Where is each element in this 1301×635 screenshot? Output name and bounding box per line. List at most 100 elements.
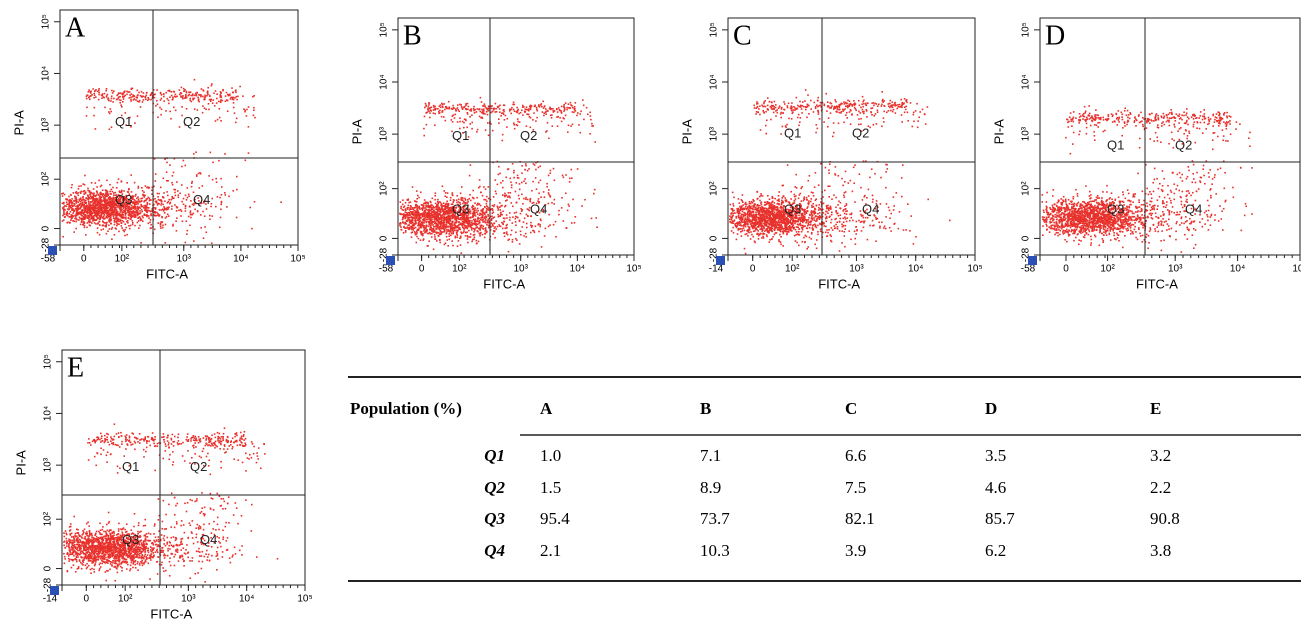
event-dot (116, 214, 118, 216)
event-dot (540, 103, 543, 105)
event-dot (111, 203, 113, 206)
event-dot (504, 204, 507, 207)
event-dot (91, 200, 94, 203)
event-dot (89, 207, 92, 209)
event-dot (66, 208, 69, 210)
event-dot (432, 224, 434, 226)
event-dot (520, 208, 522, 210)
event-dot (207, 103, 210, 105)
event-dot (510, 233, 512, 236)
event-dot (460, 231, 462, 233)
event-dot (485, 202, 488, 205)
event-dot (419, 239, 422, 241)
event-dot (157, 202, 159, 205)
event-dot (142, 194, 144, 197)
event-dot (529, 105, 531, 108)
event-dot (733, 220, 735, 223)
event-dot (411, 211, 413, 213)
event-dot (115, 217, 117, 220)
event-dot (409, 201, 412, 203)
event-dot (444, 207, 447, 209)
event-dot (439, 109, 441, 112)
event-dot (106, 211, 109, 214)
event-dot (234, 97, 236, 99)
event-dot (450, 234, 452, 237)
event-dot (438, 207, 440, 210)
event-dot (463, 106, 465, 109)
event-dot (487, 134, 490, 137)
event-dot (430, 208, 433, 211)
event-dot (408, 227, 411, 229)
event-dot (440, 231, 443, 233)
event-dot (537, 224, 540, 226)
y-tick-label: 10⁵ (41, 14, 52, 29)
event-dot (513, 124, 516, 126)
event-dot (71, 207, 74, 210)
event-dot (426, 212, 428, 215)
event-dot (75, 196, 77, 198)
event-dot (433, 220, 436, 223)
event-dot (165, 171, 168, 173)
x-tick-label: 10³ (513, 264, 528, 275)
event-dot (439, 213, 441, 215)
event-dot (92, 195, 95, 198)
event-dot (432, 231, 434, 233)
event-dot (210, 98, 212, 101)
event-dot (168, 215, 170, 217)
event-dot (795, 234, 797, 236)
event-dot (453, 208, 456, 211)
event-dot (447, 219, 449, 221)
event-dot (419, 230, 422, 233)
event-dot (249, 206, 251, 209)
event-dot (771, 238, 773, 240)
event-dot (421, 209, 424, 211)
event-dot (109, 183, 111, 186)
event-dot (89, 191, 92, 194)
event-dot (141, 200, 143, 202)
event-dot (543, 235, 546, 237)
event-dot (447, 206, 449, 209)
event-dot (449, 225, 451, 228)
event-dot (116, 201, 119, 203)
event-dot (148, 197, 151, 200)
event-dot (424, 102, 427, 105)
event-dot (125, 199, 128, 202)
event-dot (83, 193, 85, 195)
event-dot (101, 209, 103, 211)
event-dot (141, 101, 144, 103)
event-dot (119, 219, 122, 222)
event-dot (97, 202, 99, 204)
event-dot (61, 220, 64, 222)
event-dot (768, 241, 771, 243)
event-dot (122, 220, 125, 223)
event-dot (102, 210, 104, 212)
event-dot (413, 231, 416, 233)
event-dot (69, 216, 72, 218)
event-dot (104, 207, 106, 210)
event-dot (539, 225, 541, 228)
event-dot (74, 192, 77, 194)
event-dot (73, 231, 75, 233)
event-dot (400, 207, 402, 209)
event-dot (225, 91, 228, 94)
event-dot (478, 214, 481, 216)
event-dot (161, 200, 163, 202)
event-dot (104, 203, 107, 205)
event-dot (441, 210, 444, 212)
event-dot (91, 197, 93, 200)
event-dot (459, 201, 461, 204)
event-dot (127, 211, 129, 214)
event-dot (235, 91, 237, 94)
event-dot (78, 208, 80, 210)
event-dot (484, 232, 486, 235)
event-dot (154, 208, 157, 210)
event-dot (123, 91, 126, 94)
event-dot (115, 205, 118, 207)
event-dot (137, 216, 140, 219)
event-dot (577, 112, 579, 114)
event-dot (486, 113, 489, 116)
event-dot (429, 215, 431, 217)
event-dot (95, 211, 97, 214)
event-dot (495, 228, 498, 230)
event-dot (104, 194, 106, 196)
